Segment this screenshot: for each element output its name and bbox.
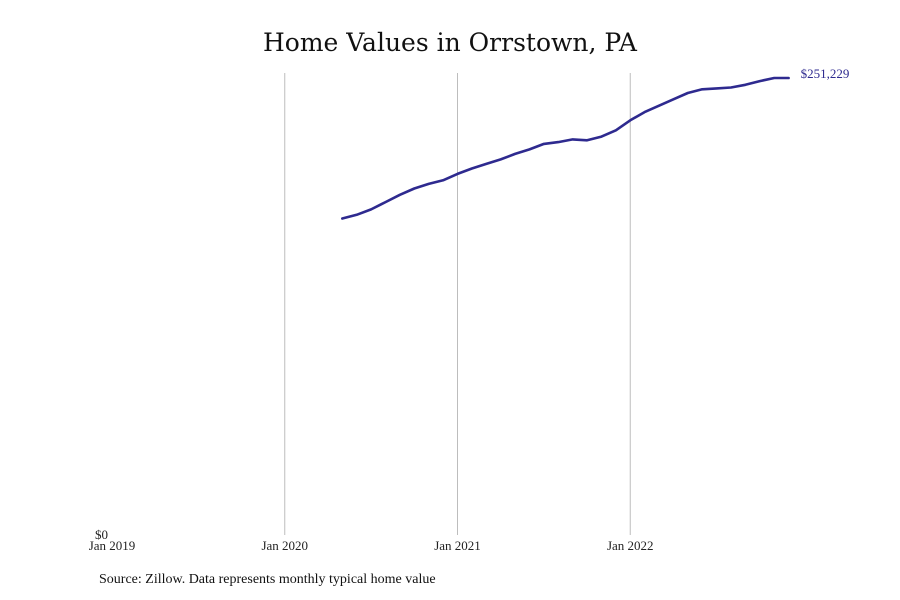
end-value-label: $251,229 (801, 66, 850, 81)
x-tick-label: Jan 2019 (89, 538, 136, 553)
series-line (341, 76, 790, 220)
chart-title: Home Values in Orrstown, PA (263, 28, 637, 57)
source-note: Source: Zillow. Data represents monthly … (99, 572, 436, 587)
y-tick-label: $0 (95, 527, 108, 542)
x-tick-label: Jan 2022 (607, 538, 654, 553)
x-tick-label: Jan 2021 (434, 538, 481, 553)
x-tick-label: Jan 2020 (261, 538, 308, 553)
